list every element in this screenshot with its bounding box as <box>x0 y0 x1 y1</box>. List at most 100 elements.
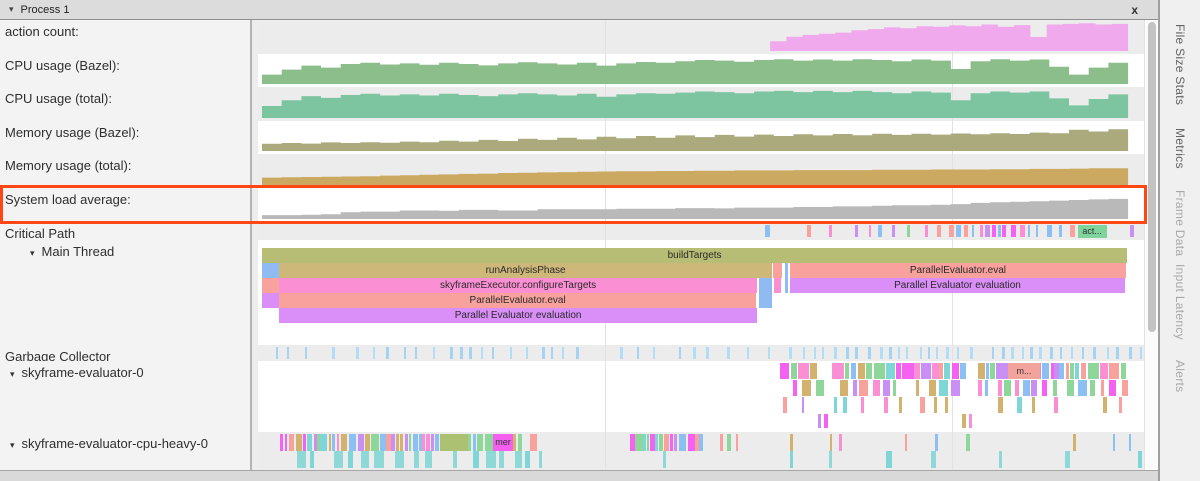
trace-slice[interactable] <box>945 397 949 413</box>
trace-slice[interactable] <box>920 397 925 413</box>
trace-slice[interactable] <box>865 363 872 379</box>
trace-slice[interactable] <box>1027 225 1030 237</box>
trace-slice[interactable] <box>1032 397 1036 413</box>
trace-slice[interactable]: runAnalysisPhase <box>279 263 772 278</box>
trace-slice-labeled[interactable]: mer <box>492 434 514 451</box>
trace-slice[interactable] <box>1100 380 1104 396</box>
trace-slice[interactable] <box>962 414 967 428</box>
trace-slice[interactable] <box>280 434 283 451</box>
trace-slice[interactable] <box>699 434 704 451</box>
trace-slice[interactable] <box>891 225 895 237</box>
trace-slice[interactable] <box>992 347 995 359</box>
trace-slice[interactable] <box>525 347 529 359</box>
trace-slice[interactable] <box>979 225 984 237</box>
trace-slice[interactable] <box>349 434 357 451</box>
trace-slice[interactable] <box>655 434 658 451</box>
trace-slice[interactable] <box>1073 434 1077 451</box>
trace-slice[interactable] <box>990 363 995 379</box>
trace-slice[interactable] <box>1116 347 1119 359</box>
trace-slice[interactable] <box>413 434 419 451</box>
close-icon[interactable]: x <box>1131 2 1138 17</box>
trace-slice[interactable] <box>635 434 643 451</box>
trace-slice[interactable] <box>906 225 910 237</box>
trace-slice[interactable] <box>855 347 858 359</box>
trace-slice[interactable] <box>872 380 880 396</box>
trace-slice[interactable] <box>525 451 531 468</box>
trace-slice[interactable] <box>284 434 287 451</box>
trace-slice[interactable] <box>893 380 897 396</box>
trace-slice[interactable] <box>414 347 417 359</box>
trace-slice[interactable] <box>925 225 928 237</box>
trace-slice[interactable] <box>1069 225 1075 237</box>
trace-slice[interactable] <box>1128 434 1132 451</box>
trace-slice[interactable] <box>914 363 921 379</box>
trace-slice[interactable] <box>946 347 949 359</box>
trace-slice-small[interactable] <box>772 263 783 278</box>
trace-slice[interactable] <box>532 434 538 451</box>
vertical-scrollbar-thumb[interactable] <box>1148 22 1156 332</box>
trace-slice[interactable] <box>801 380 811 396</box>
trace-slice[interactable] <box>355 347 359 359</box>
trace-slice[interactable] <box>779 363 790 379</box>
trace-slice[interactable] <box>998 380 1003 396</box>
trace-slice[interactable] <box>898 397 902 413</box>
trace-slice[interactable] <box>662 451 667 468</box>
trace-slice-small[interactable] <box>262 278 279 293</box>
trace-slice[interactable] <box>1058 225 1063 237</box>
trace-slice[interactable] <box>643 434 646 451</box>
trace-slice[interactable] <box>878 225 882 237</box>
trace-slice[interactable] <box>450 347 453 359</box>
trace-slice[interactable] <box>1100 363 1108 379</box>
trace-slice[interactable] <box>938 380 949 396</box>
trace-slice[interactable] <box>984 225 990 237</box>
trace-slice[interactable]: buildTargets <box>262 248 1128 263</box>
collapse-arrow-icon[interactable]: ▾ <box>10 369 15 379</box>
trace-slice[interactable] <box>649 434 656 451</box>
trace-slice[interactable] <box>920 363 931 379</box>
trace-slice[interactable] <box>884 397 888 413</box>
trace-slice[interactable] <box>789 347 793 359</box>
trace-slice[interactable] <box>968 414 973 428</box>
trace-slice[interactable] <box>1011 225 1016 237</box>
trace-slice[interactable] <box>901 363 914 379</box>
trace-slice[interactable] <box>855 225 858 237</box>
collapse-arrow-icon[interactable]: ▾ <box>30 248 35 258</box>
trace-slice[interactable] <box>705 347 709 359</box>
horizontal-scrollbar[interactable] <box>0 470 1158 481</box>
trace-slice[interactable] <box>832 363 844 379</box>
track-canvas-main-thread[interactable]: buildTargets runAnalysisPhase ParallelEval… <box>258 240 1144 345</box>
trace-slice[interactable] <box>833 397 838 413</box>
trace-slice[interactable] <box>850 363 857 379</box>
trace-slice[interactable] <box>652 347 656 359</box>
trace-slice[interactable] <box>736 434 739 451</box>
trace-slice[interactable] <box>1087 363 1100 379</box>
trace-slice[interactable] <box>935 347 939 359</box>
trace-slice[interactable] <box>955 225 962 237</box>
trace-slice-small[interactable] <box>784 263 788 278</box>
trace-slice[interactable] <box>303 434 307 451</box>
trace-slice[interactable] <box>1047 225 1053 237</box>
trace-slice[interactable] <box>789 451 794 468</box>
trace-slice[interactable] <box>934 397 937 413</box>
trace-slice[interactable] <box>295 434 302 451</box>
trace-slice[interactable] <box>1120 363 1126 379</box>
trace-slice[interactable] <box>469 347 472 359</box>
trace-slice[interactable] <box>810 363 817 379</box>
trace-slice[interactable] <box>372 347 375 359</box>
trace-slice[interactable] <box>959 363 966 379</box>
trace-slice[interactable] <box>1054 397 1059 413</box>
trace-slice[interactable] <box>966 434 970 451</box>
trace-slice[interactable] <box>498 451 504 468</box>
trace-slice[interactable] <box>886 363 896 379</box>
trace-slice[interactable] <box>859 380 868 396</box>
side-tab-input-latency[interactable]: Input Latency <box>1173 264 1187 340</box>
trace-slice[interactable] <box>674 434 678 451</box>
trace-slice[interactable] <box>1065 451 1071 468</box>
trace-slice[interactable] <box>379 434 386 451</box>
trace-slice[interactable] <box>995 363 1008 379</box>
trace-slice[interactable]: ParallelEvaluator.eval <box>279 293 756 308</box>
trace-slice[interactable] <box>659 434 664 451</box>
side-tab-file-size-stats[interactable]: File Size Stats <box>1173 24 1187 106</box>
trace-slice[interactable] <box>304 347 308 359</box>
trace-slice-small[interactable] <box>262 293 279 308</box>
